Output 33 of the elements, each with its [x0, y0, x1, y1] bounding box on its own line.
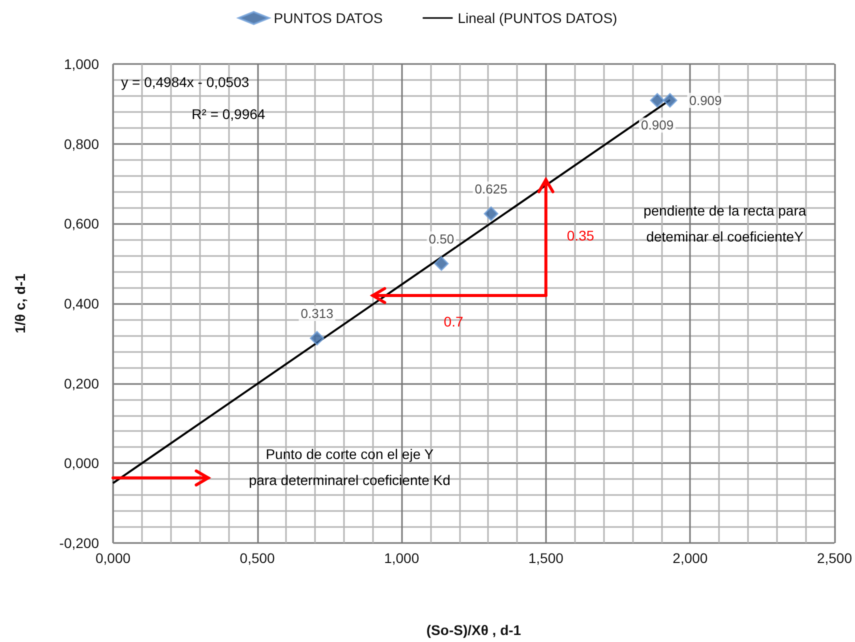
data-label: 0.909: [641, 118, 674, 133]
x-tick-label: 0,500: [240, 550, 276, 566]
legend-label: PUNTOS DATOS: [274, 10, 383, 26]
annotation: R² = 0,9964: [192, 106, 266, 122]
annotation: 0.7: [444, 313, 464, 330]
y-tick-label: 1,000: [64, 56, 100, 72]
x-tick-label: 2,500: [816, 550, 852, 566]
annotation: y = 0,4984x - 0,0503: [121, 74, 250, 90]
y-tick-label: 0,600: [64, 216, 100, 232]
point: [310, 330, 324, 346]
y-tick-label: 0,400: [64, 296, 100, 312]
data-label: 0.625: [474, 181, 508, 196]
y-tick-label: 0,200: [64, 375, 100, 392]
annotation: pendiente de la recta para deteminar el coeficienteY: [643, 202, 806, 245]
x-tick-label: 0,000: [95, 550, 131, 566]
y-tick-label: 0,800: [64, 136, 100, 152]
annotation: 0.35: [566, 228, 594, 244]
y-axis-title: 1/θ c, d-1: [12, 273, 28, 334]
y-tick-label: -0,200: [59, 535, 100, 551]
x-tick-label: 2,000: [672, 550, 708, 566]
x-tick-label: 1,500: [528, 550, 564, 566]
data-label: 0.909: [689, 92, 722, 108]
data-label: 0.50: [428, 231, 454, 246]
point: [650, 93, 665, 108]
annotation: Punto de corte con el eje Y para determinarel coeficiente Kd: [248, 446, 450, 488]
x-axis-title: (So-S)/Xθ , d-1: [426, 622, 522, 638]
y-tick-label: 0,000: [64, 455, 100, 472]
point: [484, 206, 498, 221]
x-tick-label: 1,000: [384, 550, 420, 566]
data-label: 0.313: [300, 306, 334, 321]
legend-label: Lineal (PUNTOS DATOS): [458, 10, 618, 26]
point: [434, 256, 449, 271]
point: [662, 93, 678, 108]
